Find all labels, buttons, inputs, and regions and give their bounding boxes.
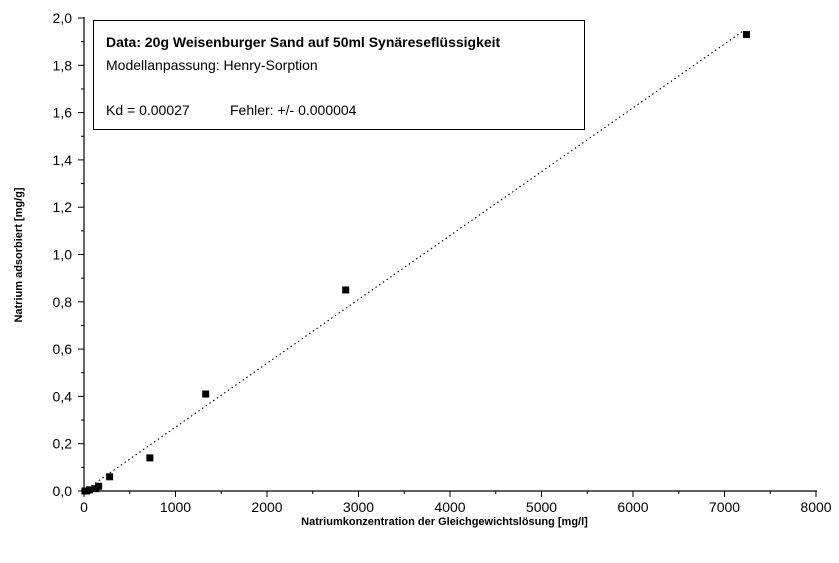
x-tick-label: 0 <box>80 499 88 515</box>
y-axis-title: Natrium adsorbiert [mg/g] <box>13 187 25 323</box>
y-tick-label: 0,2 <box>53 436 73 452</box>
data-point <box>95 482 103 490</box>
x-tick-label: 8000 <box>800 499 831 515</box>
y-axis-ticks: 0,0 0,2 0,4 0,6 0,8 1,0 1,2 1,4 1,6 1,8 2,0 <box>53 10 84 499</box>
data-point <box>85 486 93 494</box>
legend-box: Data: 20g Weisenburger Sand auf 50ml Syn… <box>93 20 585 130</box>
y-tick-label: 0,6 <box>53 341 73 357</box>
x-axis-ticks: 0 1000 2000 3000 4000 5000 6000 7000 8000 <box>80 491 832 515</box>
data-point <box>742 31 750 39</box>
data-point <box>202 390 210 398</box>
x-axis-title: Natriumkonzentration der Gleichgewichtsl… <box>301 516 588 528</box>
legend-title: Data: 20g Weisenburger Sand auf 50ml Syn… <box>106 34 501 50</box>
y-tick-label: 1,4 <box>53 152 73 168</box>
y-tick-label: 1,2 <box>53 199 73 215</box>
x-tick-label: 5000 <box>526 499 557 515</box>
x-tick-label: 3000 <box>343 499 374 515</box>
y-tick-label: 1,8 <box>53 57 73 73</box>
y-tick-label: 1,0 <box>53 247 73 263</box>
y-tick-label: 0,4 <box>53 388 73 404</box>
x-tick-label: 4000 <box>434 499 465 515</box>
x-tick-label: 7000 <box>709 499 740 515</box>
data-point <box>146 454 154 462</box>
y-tick-label: 2,0 <box>53 10 73 26</box>
data-point <box>106 473 114 481</box>
x-tick-label: 1000 <box>160 499 191 515</box>
y-tick-label: 1,6 <box>53 105 73 121</box>
x-tick-label: 6000 <box>617 499 648 515</box>
y-tick-label: 0,0 <box>53 483 73 499</box>
x-tick-label: 2000 <box>251 499 282 515</box>
legend-error: Fehler: +/- 0.000004 <box>230 102 357 118</box>
data-point <box>342 286 350 294</box>
y-tick-label: 0,8 <box>53 294 73 310</box>
legend-model: Modellanpassung: Henry-Sorption <box>106 57 318 73</box>
legend-kd: Kd = 0.00027 <box>106 102 190 118</box>
fit-line <box>83 30 744 492</box>
